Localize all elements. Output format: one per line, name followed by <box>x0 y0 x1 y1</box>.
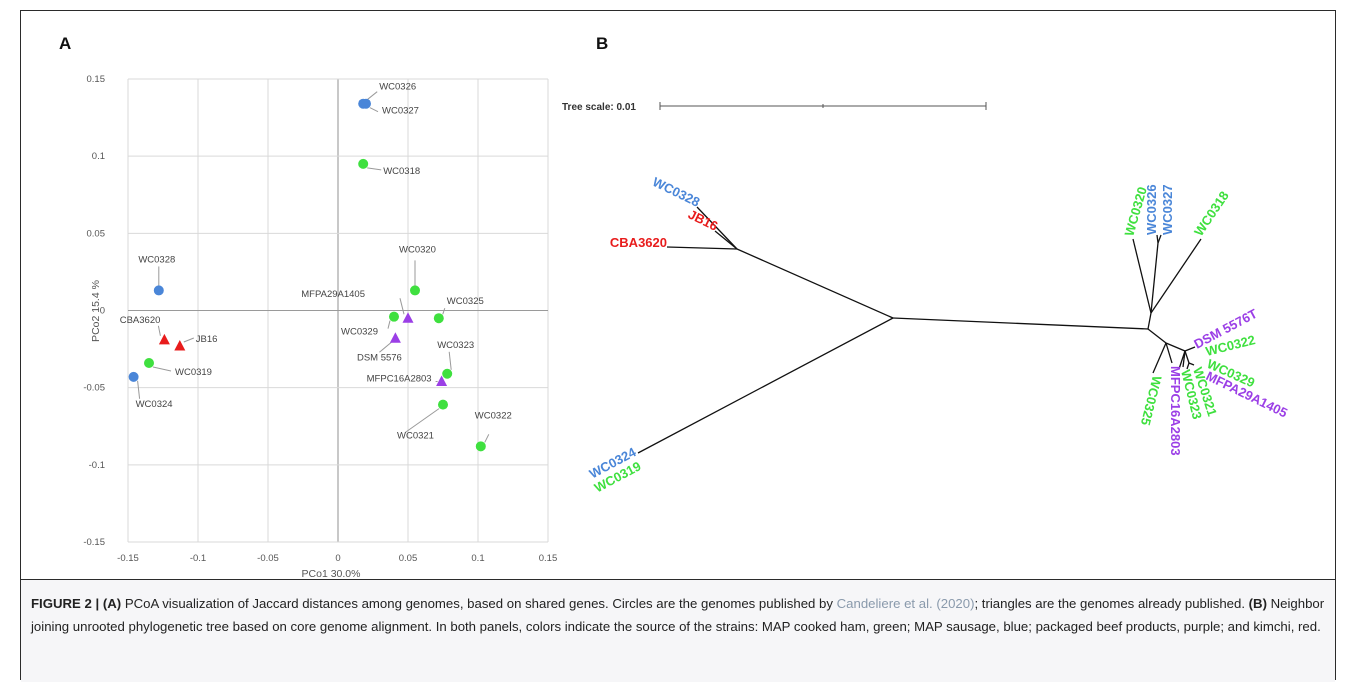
leader-dsm-5576 <box>379 341 392 353</box>
tree-scale-label: Tree scale: 0.01 <box>562 102 636 113</box>
point-jb16 <box>174 339 186 351</box>
tip-wc0318: WC0318 <box>1191 188 1232 238</box>
point-wc0324 <box>128 371 139 382</box>
caption-text-3: Neighbor joining unrooted phylogenetic t… <box>31 596 1325 634</box>
label-wc0320: WC0320 <box>399 244 436 255</box>
label-cba3620: CBA3620 <box>120 315 161 326</box>
tree-scale-bar <box>659 102 987 110</box>
label-wc0328: WC0328 <box>138 254 175 265</box>
x-axis-title: PCo1 30.0% <box>302 568 361 579</box>
leader-wc0318 <box>367 167 382 171</box>
leader-wc0325 <box>442 308 446 315</box>
y-tick-label: 0.15 <box>87 74 106 85</box>
label-jb16: JB16 <box>196 334 218 345</box>
label-wc0318: WC0318 <box>383 166 420 177</box>
leader-wc0329 <box>387 320 391 329</box>
caption-b-marker: (B) <box>1248 596 1267 611</box>
leader-wc0327 <box>369 107 379 113</box>
tip-wc0327: WC0327 <box>1160 184 1175 235</box>
y-tick-label: -0.05 <box>83 383 105 394</box>
y-tick-label: -0.15 <box>83 537 105 548</box>
leader-mfpa29a1405 <box>399 298 405 315</box>
y-tick-label: 0 <box>100 306 105 317</box>
panel-b-phylogenetic-tree: B Tree scale: 0.01 <box>562 34 1290 495</box>
panel-a-letter: A <box>59 34 71 53</box>
point-wc0318 <box>358 158 369 169</box>
label-wc0323: WC0323 <box>437 340 474 351</box>
point-mfpc16a2803 <box>436 375 448 386</box>
label-mfpa29a1405: MFPA29A1405 <box>301 289 365 300</box>
y-tick-label: 0.1 <box>92 151 105 162</box>
x-tick-label: -0.15 <box>117 553 139 564</box>
leader-wc0323 <box>448 351 452 370</box>
tip-wc0325: WC0325 <box>1138 374 1165 427</box>
figure-2: A -0.15 -0.1 -0.05 0 0.05 0.1 0.15 0.15 0.1 0.05 0… <box>20 10 1336 682</box>
point-cba3620 <box>158 333 170 345</box>
label-wc0321: WC0321 <box>397 431 434 442</box>
point-wc0319 <box>144 357 154 368</box>
point-wc0322 <box>475 441 486 452</box>
axis-ticks: -0.15 -0.1 -0.05 0 0.05 0.1 0.15 0.15 0.1 0.05 0 -0… <box>83 74 557 564</box>
point-labels: WC0326 WC0327 WC0318 WC0328 CBA3620 JB16 WC031… <box>120 82 512 442</box>
leader-wc0324 <box>137 380 141 399</box>
point-dsm-5576 <box>389 332 401 343</box>
leader-cba3620 <box>157 325 161 336</box>
point-wc0329 <box>389 311 399 322</box>
label-wc0326: WC0326 <box>379 82 416 93</box>
x-tick-label: 0.1 <box>471 553 484 564</box>
panel-a-pcoa-scatter: A -0.15 -0.1 -0.05 0 0.05 0.1 0.15 0.15 0.1 0.05 0… <box>59 34 557 579</box>
label-leader-lines <box>137 91 490 443</box>
caption-band: FIGURE 2 | (A) PCoA visualization of Jac… <box>21 579 1335 682</box>
tip-mfpc16a2803: MFPC16A2803 <box>1168 366 1183 456</box>
leader-wc0322 <box>484 434 490 443</box>
label-wc0324: WC0324 <box>136 399 173 410</box>
leader-jb16 <box>183 337 194 343</box>
label-wc0322: WC0322 <box>475 410 512 421</box>
label-wc0319: WC0319 <box>175 367 212 378</box>
point-wc0328 <box>153 285 164 296</box>
x-tick-label: 0.05 <box>399 553 418 564</box>
y-tick-label: -0.1 <box>89 460 105 471</box>
point-wc0321 <box>438 399 448 410</box>
figure-caption: FIGURE 2 | (A) PCoA visualization of Jac… <box>31 592 1325 638</box>
tree-branches <box>637 206 1202 454</box>
plot-grid <box>127 78 549 543</box>
x-tick-label: 0.15 <box>539 553 558 564</box>
point-wc0323 <box>442 368 453 379</box>
x-tick-label: -0.05 <box>257 553 279 564</box>
caption-a-marker: (A) <box>102 596 122 611</box>
figure-label: FIGURE 2 | <box>31 596 103 611</box>
label-wc0327: WC0327 <box>382 106 419 117</box>
data-points <box>128 98 486 452</box>
point-wc0325 <box>433 313 444 324</box>
y-axis-title: PCo2 15.4 % <box>90 280 102 342</box>
caption-text-2: ; triangles are the genomes already publ… <box>974 596 1249 611</box>
caption-text-1: PCoA visualization of Jaccard distances … <box>121 596 837 611</box>
tip-wc0326: WC0326 <box>1144 184 1159 235</box>
leader-wc0319 <box>152 366 172 372</box>
label-wc0325: WC0325 <box>447 296 484 307</box>
point-wc0327 <box>361 98 371 109</box>
point-mfpa29a1405 <box>402 312 414 323</box>
label-dsm-5576: DSM 5576 <box>357 352 402 363</box>
label-mfpc16a2803: MFPC16A2803 <box>367 373 432 384</box>
panel-b-letter: B <box>596 34 608 53</box>
tip-cba3620: CBA3620 <box>610 235 667 250</box>
leader-wc0321 <box>404 408 440 434</box>
x-tick-label: 0 <box>335 553 340 564</box>
tip-wc0328: WC0328 <box>650 174 702 210</box>
label-wc0329: WC0329 <box>341 327 378 338</box>
leader-wc0326 <box>366 91 378 101</box>
point-wc0320 <box>410 285 420 296</box>
tree-tip-labels: WC0328JB16CBA3620WC0324WC0319WC0320WC032… <box>587 174 1290 495</box>
x-tick-label: -0.1 <box>190 553 206 564</box>
citation-link[interactable]: Candeliere et al. (2020) <box>836 596 975 611</box>
tip-jb16: JB16 <box>686 207 721 234</box>
y-tick-label: 0.05 <box>87 228 106 239</box>
